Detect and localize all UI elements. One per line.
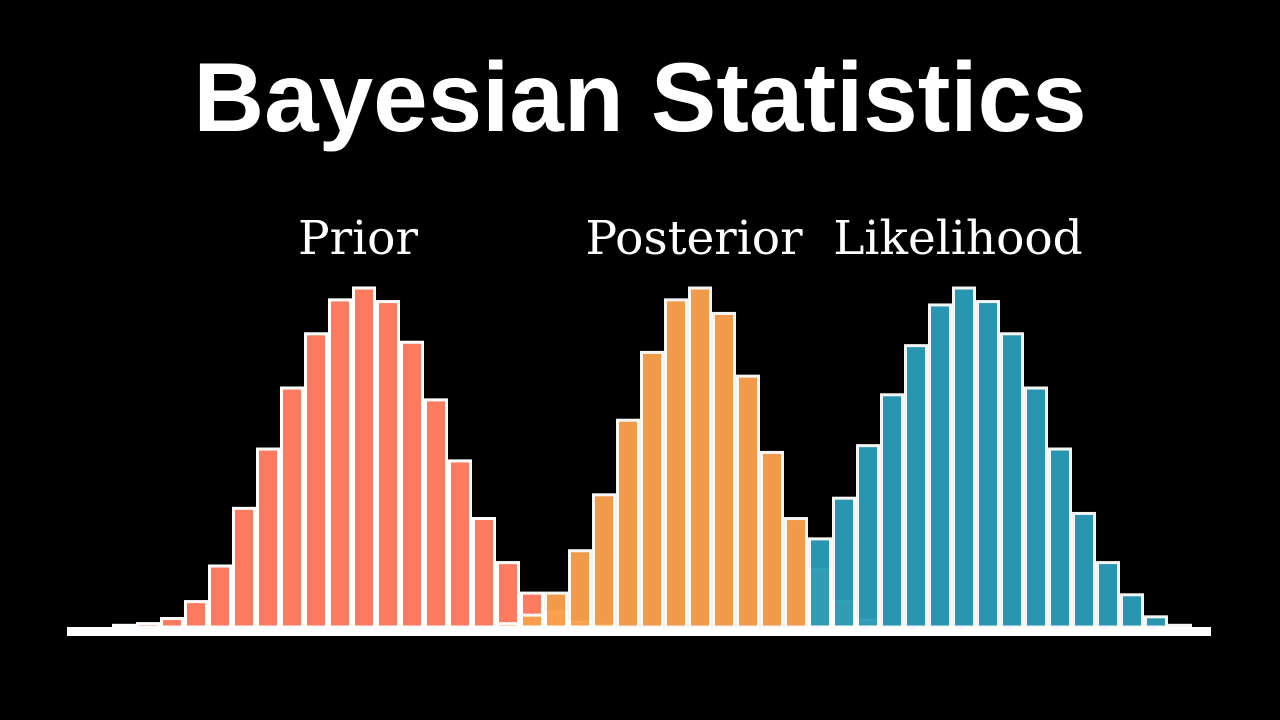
prior-bar [232, 506, 256, 629]
likelihood-bar [1168, 623, 1192, 629]
likelihood-bar [880, 393, 904, 629]
prior-bar [136, 622, 160, 629]
prior-bar [376, 300, 400, 629]
posterior-bar [688, 286, 712, 629]
posterior-bar [520, 613, 544, 629]
page-title: Bayesian Statistics [193, 42, 1087, 152]
posterior-bar [496, 622, 520, 629]
series-label-prior: Prior [298, 211, 418, 266]
likelihood-bar [1096, 561, 1120, 629]
posterior-bar [736, 374, 760, 629]
likelihood-bar [1024, 386, 1048, 629]
posterior-bar [592, 493, 616, 629]
likelihood-bar [1000, 332, 1024, 629]
likelihood-bar [1072, 511, 1096, 629]
prior-bar [472, 517, 496, 629]
likelihood-bar [808, 537, 832, 629]
likelihood-bar [1048, 447, 1072, 629]
posterior-bar [664, 298, 688, 629]
posterior-bar [784, 517, 808, 629]
likelihood-bar [1120, 593, 1144, 629]
likelihood-bar [952, 286, 976, 629]
prior-bar [448, 459, 472, 629]
posterior-bar [712, 311, 736, 629]
prior-bar [496, 561, 520, 629]
posterior-bar [760, 450, 784, 629]
likelihood-bar [1144, 615, 1168, 629]
prior-bar [112, 623, 136, 629]
posterior-bar [544, 591, 568, 629]
series-prior [112, 286, 616, 629]
likelihood-bar [904, 344, 928, 629]
prior-bar [208, 564, 232, 629]
prior-bar [304, 332, 328, 629]
prior-bar [280, 386, 304, 629]
series-label-likelihood: Likelihood [833, 211, 1083, 266]
prior-bar [424, 398, 448, 629]
likelihood-bar [832, 496, 856, 629]
posterior-bar [640, 350, 664, 629]
x-axis-baseline [67, 627, 1211, 636]
likelihood-bar [928, 303, 952, 629]
series-likelihood [808, 286, 1192, 629]
posterior-bar [616, 418, 640, 629]
prior-bar [400, 340, 424, 629]
likelihood-bar [856, 444, 880, 629]
prior-bar [184, 600, 208, 629]
series-label-posterior: Posterior [585, 211, 803, 266]
prior-bar [160, 617, 184, 629]
prior-bar [328, 298, 352, 629]
prior-bar [352, 286, 376, 629]
posterior-bar [568, 549, 592, 629]
likelihood-bar [976, 300, 1000, 629]
prior-bar [256, 447, 280, 629]
